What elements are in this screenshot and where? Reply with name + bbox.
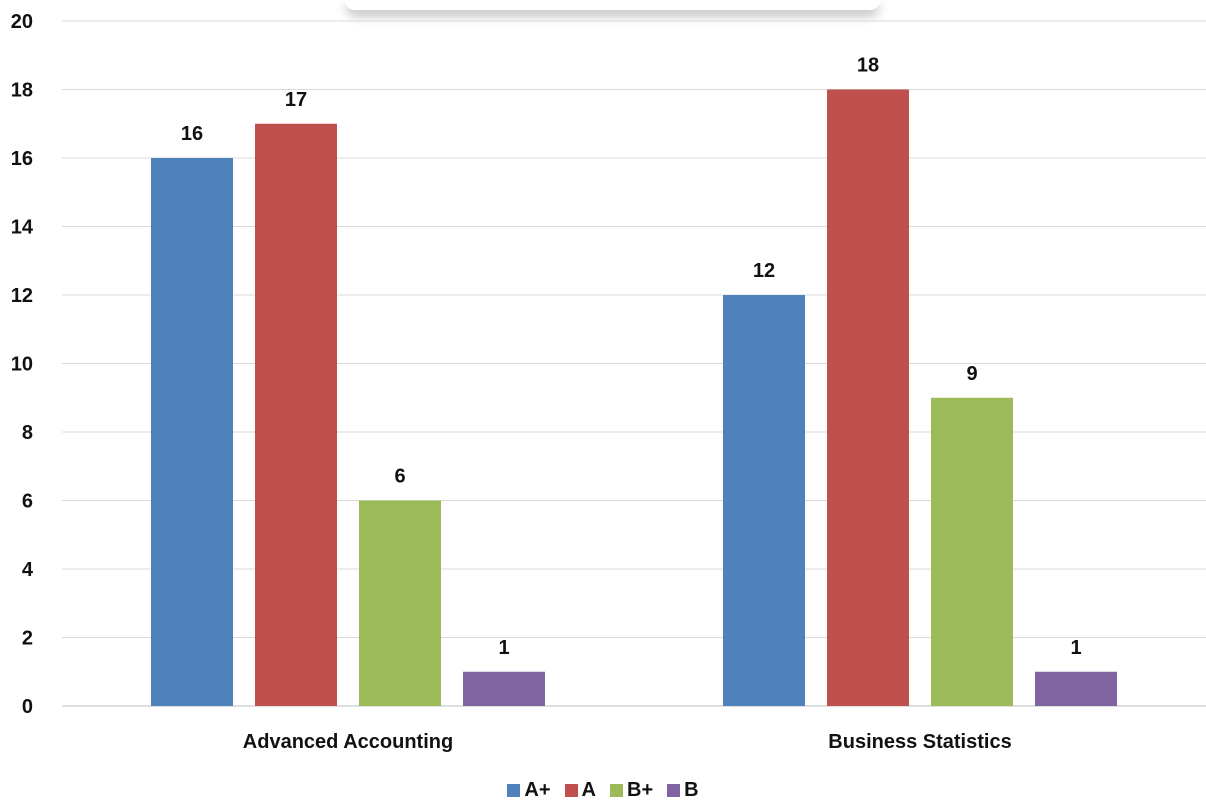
bar-b-plus-0: [359, 500, 441, 706]
y-tick-label: 10: [11, 354, 33, 376]
legend-label: B+: [627, 779, 654, 801]
y-tick-label: 0: [22, 696, 33, 718]
bar-a-1: [827, 89, 909, 706]
legend-item: A: [564, 779, 596, 802]
y-axis-ticks: 0 2 4 6 8 10 12 14 16 18 20: [11, 11, 34, 718]
y-tick-label: 4: [22, 559, 34, 581]
data-label: 1: [498, 637, 509, 659]
x-category-label: Advanced Accounting: [243, 731, 453, 753]
legend-item: B: [667, 779, 699, 802]
y-tick-label: 20: [11, 11, 33, 33]
bar-b-plus-1: [931, 397, 1013, 706]
top-shadow-decoration: [345, 0, 880, 10]
bar-b-0: [463, 671, 545, 706]
bar-b-1: [1035, 671, 1117, 706]
legend-item: A+: [507, 779, 551, 802]
data-label: 12: [753, 260, 775, 282]
bars: [151, 89, 1117, 706]
y-tick-label: 2: [22, 628, 33, 650]
data-label: 6: [394, 466, 405, 488]
y-tick-label: 14: [11, 217, 34, 239]
data-labels: 16 17 6 1 12 18 9 1: [181, 55, 1082, 659]
data-label: 18: [857, 55, 879, 77]
x-axis-categories: Advanced Accounting Business Statistics: [243, 731, 1012, 753]
y-tick-label: 12: [11, 285, 33, 307]
data-label: 9: [966, 363, 977, 385]
gridlines: [62, 20, 1206, 707]
legend-swatch: [667, 784, 681, 797]
y-tick-label: 18: [11, 80, 33, 102]
legend-swatch: [507, 784, 521, 797]
legend-label: A+: [524, 779, 551, 801]
bar-a-plus-1: [723, 295, 805, 706]
bar-a-0: [255, 123, 337, 706]
data-label: 16: [181, 123, 203, 145]
legend-swatch: [564, 784, 578, 797]
y-tick-label: 16: [11, 148, 33, 170]
bar-a-plus-0: [151, 158, 233, 706]
legend-item: B+: [610, 779, 653, 802]
y-tick-label: 6: [22, 491, 33, 513]
legend: A+ A B+ B: [0, 779, 1206, 802]
x-category-label: Business Statistics: [828, 731, 1011, 753]
bar-chart: 0 2 4 6 8 10 12 14 16 18 20 16 17 6 1 12 18 9 1 Advanced …: [11, 11, 1206, 753]
data-label: 1: [1070, 637, 1081, 659]
data-label: 17: [285, 89, 307, 111]
y-tick-label: 8: [22, 422, 33, 444]
legend-label: B: [684, 779, 699, 801]
legend-label: A: [581, 779, 596, 801]
legend-swatch: [610, 784, 623, 797]
